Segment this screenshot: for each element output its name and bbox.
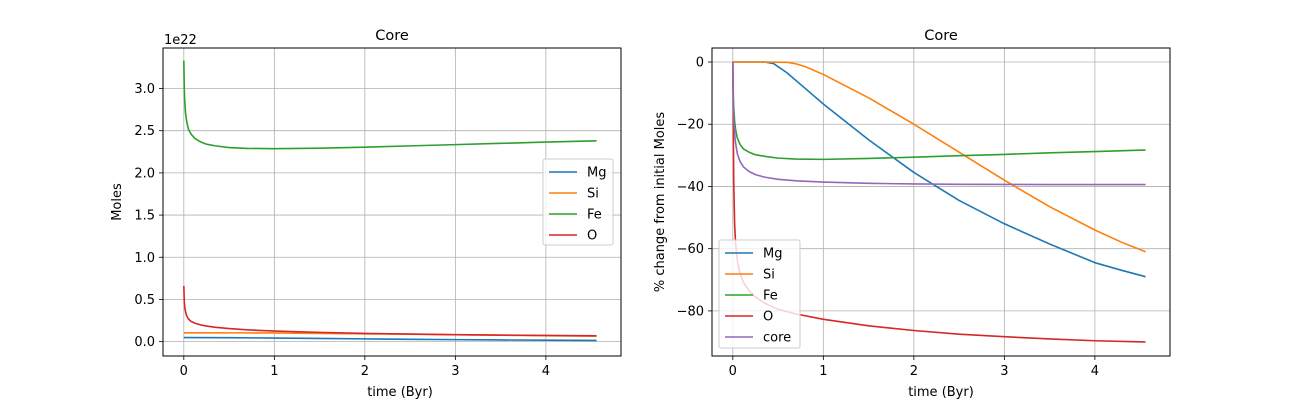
legend-label-o: O [587,229,597,244]
right-axis-ticks: 0 1 2 3 4 0 −20 −40 −60 −80 [677,56,1099,380]
series-line-core [732,61,1146,186]
left-series-lines [183,60,597,342]
left-chart-panel: Core time (Byr) Moles 1e22 0 1 2 3 4 0.0 0.5 1.… [110,28,622,400]
left-x-axis-label: time (Byr) [367,385,433,400]
legend-label-o: O [763,310,773,325]
x-tick-label: 0 [180,364,188,379]
x-tick-label: 3 [451,364,459,379]
legend-label-mg: Mg [587,166,606,181]
x-tick-label: 2 [910,364,918,379]
y-tick-label: 0.5 [134,293,155,308]
y-tick-label: 2.0 [134,166,155,181]
right-chart-panel: Core time (Byr) % change from initial Mo… [653,28,1171,400]
y-tick-label: 3.0 [134,82,155,97]
right-y-axis-label: % change from initial Moles [653,112,668,293]
right-chart-title: Core [924,28,958,44]
series-line-fe [183,60,597,150]
x-tick-label: 4 [542,364,550,379]
legend-label-mg: Mg [763,247,782,262]
left-y-axis-label: Moles [110,183,125,221]
x-tick-label: 1 [819,364,827,379]
x-tick-label: 1 [270,364,278,379]
legend-label-fe: Fe [587,208,602,223]
y-tick-label: −20 [677,118,704,133]
legend-label-si: Si [587,187,599,202]
left-chart-title: Core [375,28,409,44]
x-tick-label: 3 [1000,364,1008,379]
right-x-axis-label: time (Byr) [908,385,974,400]
y-tick-label: 0 [696,56,704,71]
legend-box [718,239,801,349]
right-plot-frame [711,47,1171,357]
left-axis-ticks: 0 1 2 3 4 0.0 0.5 1.0 1.5 2.0 2.5 3.0 [134,82,550,379]
left-plot-frame [162,47,622,357]
x-tick-label: 4 [1091,364,1099,379]
series-line-si [732,61,1146,253]
series-line-fe [732,61,1146,161]
x-tick-label: 2 [361,364,369,379]
y-tick-label: −60 [677,242,704,257]
series-line-mg [183,336,597,342]
y-tick-label: 2.5 [134,124,155,139]
y-tick-label: −40 [677,180,704,195]
y-tick-label: 0.0 [134,335,155,350]
left-y-offset-label: 1e22 [164,33,197,48]
legend-label-core: core [763,331,791,346]
legend-label-si: Si [763,268,775,283]
y-tick-label: −80 [677,304,704,319]
y-tick-label: 1.5 [134,209,155,224]
series-line-o [183,285,597,337]
legend-label-fe: Fe [763,289,778,304]
y-tick-label: 1.0 [134,251,155,266]
legend-box [542,158,614,246]
left-legend: Mg Si Fe O [542,158,614,246]
x-tick-label: 0 [729,364,737,379]
